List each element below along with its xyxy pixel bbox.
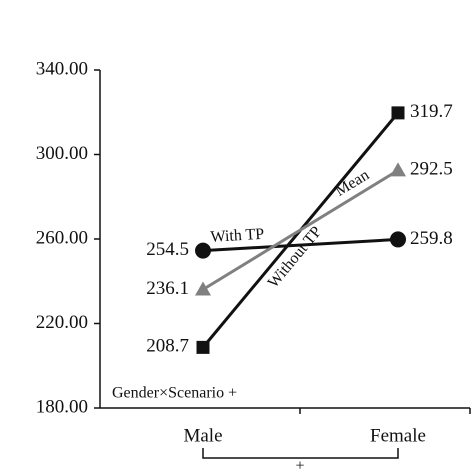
y-tick-label: 300.00 bbox=[36, 143, 88, 164]
y-tick-label: 180.00 bbox=[36, 396, 88, 417]
value-label: 292.5 bbox=[410, 159, 453, 180]
y-tick-label: 340.00 bbox=[36, 58, 88, 79]
marker bbox=[390, 162, 406, 177]
value-label: 208.7 bbox=[146, 336, 189, 357]
x-tick-label: Male bbox=[183, 425, 222, 446]
bracket bbox=[202, 448, 399, 459]
annotation: Gender×Scenario + bbox=[112, 385, 237, 402]
value-label: 254.5 bbox=[146, 239, 189, 260]
marker bbox=[195, 281, 211, 296]
series-label: Mean bbox=[332, 166, 372, 200]
x-tick-label: Female bbox=[370, 425, 426, 446]
value-label: 236.1 bbox=[146, 278, 189, 299]
value-label: 319.7 bbox=[410, 101, 453, 122]
value-label: 259.8 bbox=[410, 228, 453, 249]
marker bbox=[391, 106, 405, 120]
marker bbox=[390, 231, 406, 248]
y-tick-label: 220.00 bbox=[36, 312, 88, 333]
series-line bbox=[202, 237, 399, 253]
bracket-label: + bbox=[295, 458, 304, 474]
series-line bbox=[202, 169, 399, 291]
marker bbox=[195, 242, 211, 259]
marker bbox=[196, 340, 210, 354]
y-tick-label: 260.00 bbox=[36, 227, 88, 248]
series-label: With TP bbox=[210, 226, 265, 246]
